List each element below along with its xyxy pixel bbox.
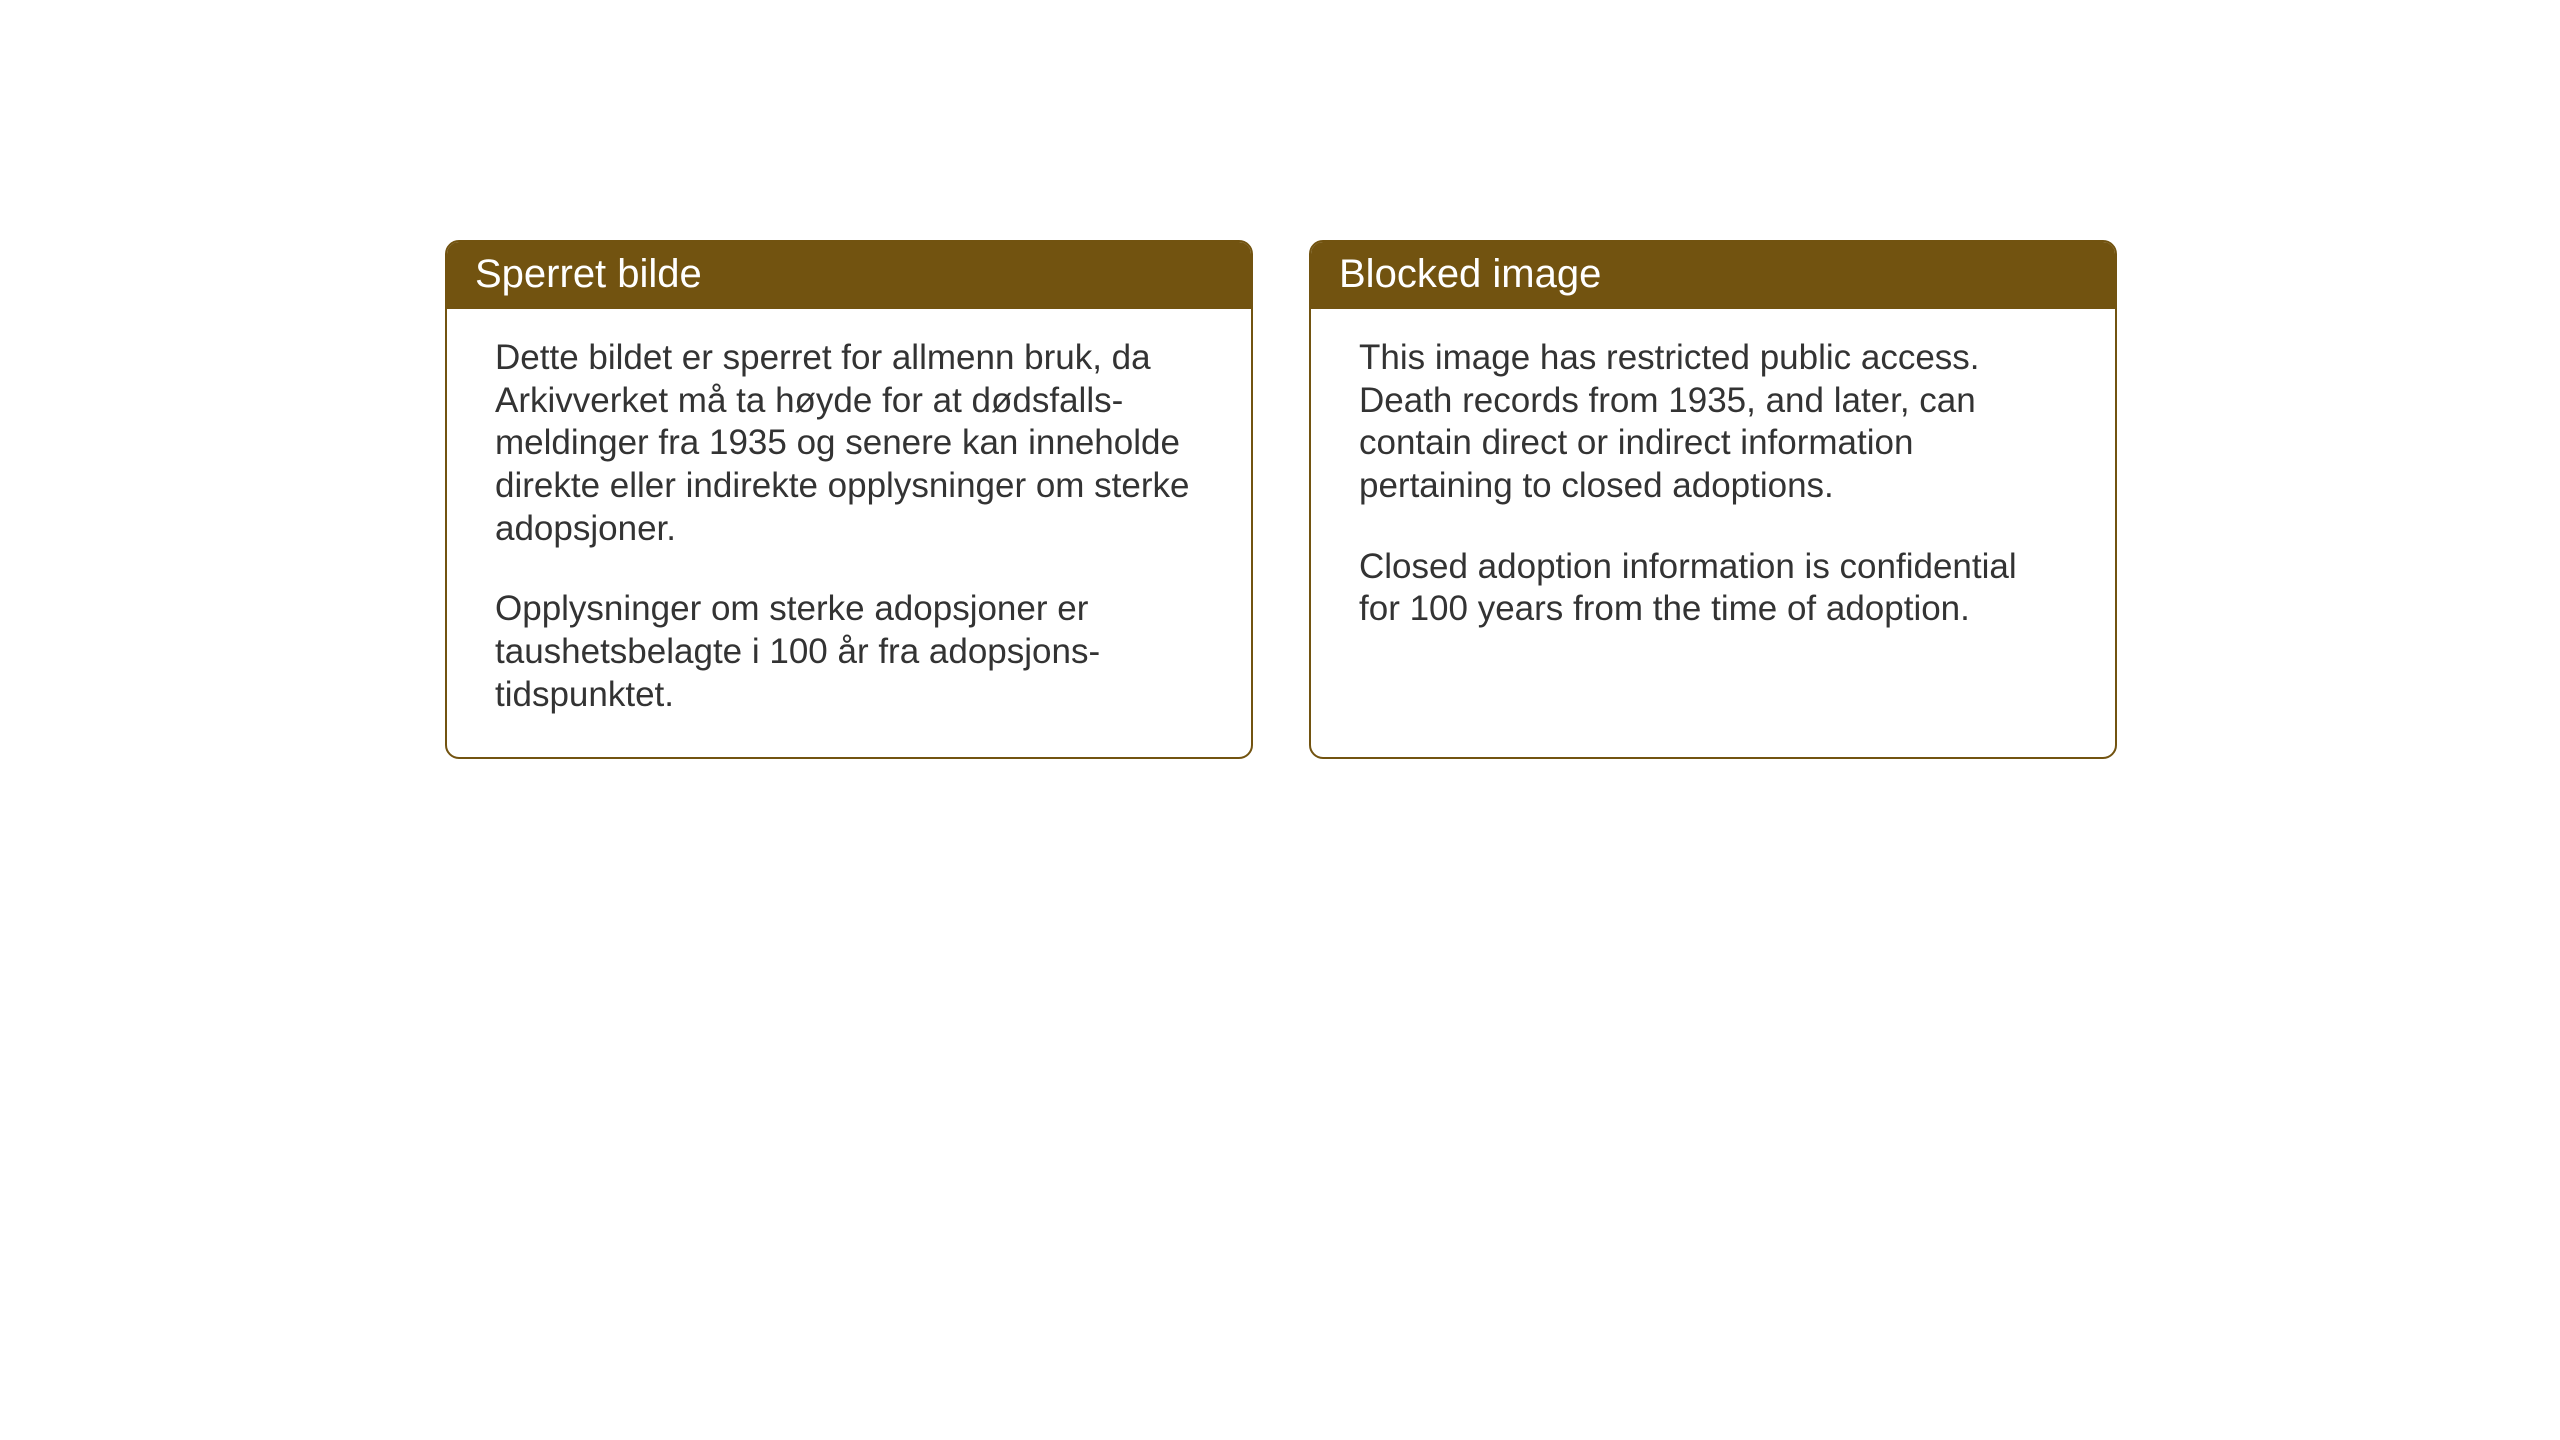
notice-paragraph-1-norwegian: Dette bildet er sperret for allmenn bruk… (495, 337, 1203, 550)
notice-box-norwegian: Sperret bilde Dette bildet er sperret fo… (445, 240, 1253, 759)
notice-paragraph-1-english: This image has restricted public access.… (1359, 337, 2067, 508)
notice-box-english: Blocked image This image has restricted … (1309, 240, 2117, 759)
notice-header-norwegian: Sperret bilde (447, 242, 1251, 309)
header-title-english: Blocked image (1339, 252, 1601, 296)
notice-paragraph-2-norwegian: Opplysninger om sterke adopsjoner er tau… (495, 588, 1203, 716)
notice-body-english: This image has restricted public access.… (1311, 309, 2115, 671)
notice-paragraph-2-english: Closed adoption information is confident… (1359, 546, 2067, 631)
notice-header-english: Blocked image (1311, 242, 2115, 309)
notice-container: Sperret bilde Dette bildet er sperret fo… (445, 240, 2117, 759)
header-title-norwegian: Sperret bilde (475, 252, 702, 296)
notice-body-norwegian: Dette bildet er sperret for allmenn bruk… (447, 309, 1251, 757)
